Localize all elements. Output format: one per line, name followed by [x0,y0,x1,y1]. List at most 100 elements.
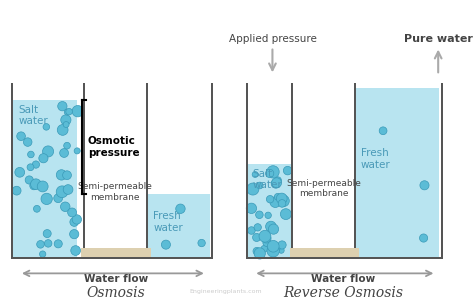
Circle shape [278,200,286,207]
Text: Salt
water: Salt water [18,105,48,126]
Circle shape [281,209,291,220]
Circle shape [265,169,274,178]
Text: Water flow: Water flow [311,274,375,284]
Text: Fresh
water: Fresh water [361,148,391,170]
Bar [13,100,77,257]
Circle shape [12,186,21,195]
Circle shape [265,212,271,219]
Bar [85,83,146,249]
Bar [83,83,85,249]
Circle shape [39,251,46,257]
Circle shape [57,124,68,135]
Circle shape [63,171,72,180]
Circle shape [267,166,279,178]
Circle shape [259,230,271,242]
Circle shape [72,106,83,117]
Circle shape [72,215,82,224]
Bar [81,248,151,257]
Bar [248,164,292,257]
Circle shape [278,248,284,253]
Circle shape [15,168,25,177]
Circle shape [36,241,45,248]
Circle shape [27,151,34,158]
Circle shape [268,224,279,234]
Circle shape [255,211,263,219]
Circle shape [70,218,79,226]
Circle shape [253,233,261,241]
Circle shape [278,241,286,249]
Circle shape [58,102,67,111]
Circle shape [64,142,71,149]
Bar [146,83,148,249]
Circle shape [61,202,70,212]
Circle shape [34,205,40,212]
Text: Reverse Osmosis: Reverse Osmosis [283,286,403,300]
Circle shape [419,234,428,242]
Circle shape [254,224,261,231]
Circle shape [54,240,62,248]
Circle shape [56,170,67,180]
Circle shape [37,181,48,192]
Bar [292,83,293,249]
Circle shape [64,109,70,115]
Circle shape [379,127,387,135]
Circle shape [254,248,265,259]
Bar [355,83,356,249]
Circle shape [17,132,26,140]
Circle shape [45,240,52,247]
Circle shape [265,221,276,232]
Circle shape [74,148,80,154]
Bar [11,83,13,259]
Circle shape [252,172,258,177]
Circle shape [271,179,281,188]
Bar [290,248,359,257]
Bar [246,257,443,259]
Circle shape [247,227,255,234]
Circle shape [70,229,79,239]
Circle shape [256,182,263,189]
Circle shape [61,115,71,125]
Circle shape [161,240,171,249]
Circle shape [43,229,51,237]
Circle shape [272,178,282,188]
Circle shape [60,148,69,157]
Circle shape [270,197,281,208]
Circle shape [23,138,32,146]
Circle shape [272,244,280,252]
Circle shape [266,196,274,203]
Text: Applied pressure: Applied pressure [228,34,316,44]
Circle shape [43,124,50,130]
Circle shape [267,241,279,252]
Text: Pure water: Pure water [404,34,473,44]
Bar [441,83,443,259]
Circle shape [176,204,185,213]
Circle shape [27,164,34,171]
Circle shape [274,177,282,184]
Circle shape [278,195,289,207]
Text: Engineeringplants.com: Engineeringplants.com [190,289,262,294]
Circle shape [41,193,52,205]
Circle shape [262,234,271,243]
Text: Semi-permeable
membrane: Semi-permeable membrane [78,182,153,202]
Circle shape [63,185,73,194]
Circle shape [63,122,69,128]
Text: Osmotic
pressure: Osmotic pressure [88,136,139,158]
Circle shape [32,161,39,168]
Circle shape [54,194,63,203]
Bar [356,87,439,257]
Circle shape [43,146,54,157]
Circle shape [198,239,205,247]
Text: Semi-permeable
membrane: Semi-permeable membrane [286,179,361,198]
Bar [246,83,248,259]
Circle shape [66,108,73,115]
Circle shape [276,193,287,204]
Text: Osmosis: Osmosis [87,286,146,300]
Circle shape [246,203,256,213]
Bar [148,194,210,257]
Circle shape [30,179,41,189]
Circle shape [253,247,261,255]
Circle shape [274,193,281,200]
Circle shape [39,154,48,163]
Circle shape [267,245,279,257]
Circle shape [261,245,268,252]
